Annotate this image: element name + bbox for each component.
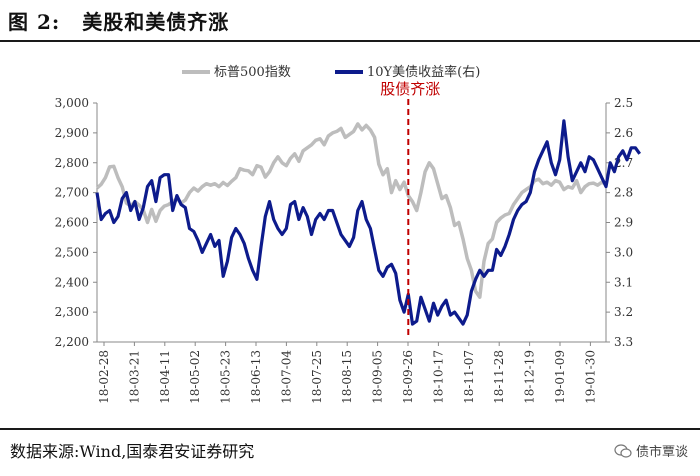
x-tick-label: 18-04-11 <box>158 350 172 404</box>
x-tick-label: 18-11-07 <box>462 350 476 404</box>
figure-title-text: 美股和美债齐涨 <box>82 10 230 34</box>
x-tick-label: 18-09-05 <box>371 350 385 404</box>
left-tick-label: 3,000 <box>55 96 89 110</box>
x-tick-label: 18-10-17 <box>431 350 445 404</box>
left-tick-label: 2,400 <box>55 275 89 289</box>
x-tick-label: 18-06-13 <box>249 350 263 404</box>
left-tick-label: 2,600 <box>55 216 89 230</box>
x-tick-label: 18-11-28 <box>492 350 506 404</box>
legend: 标普500指数 10Y美债收益率(右) <box>182 64 480 80</box>
figure-label: 图 2: <box>8 10 61 34</box>
right-tick-label: 3.1 <box>614 275 633 289</box>
wechat-icon <box>614 443 632 458</box>
left-tick-label: 2,200 <box>55 335 89 349</box>
x-tick-label: 18-03-21 <box>127 350 141 404</box>
right-tick-label: 2.6 <box>614 126 633 140</box>
watermark-text: 债市覃谈 <box>635 445 688 460</box>
legend-label-ust10y: 10Y美债收益率(右) <box>367 64 480 80</box>
x-tick-label: 19-01-09 <box>553 350 567 404</box>
right-axis: 2.52.62.72.82.93.03.13.23.3 <box>606 96 633 349</box>
top-rule <box>0 40 700 42</box>
right-tick-label: 3.2 <box>614 305 633 319</box>
right-tick-label: 2.9 <box>614 216 633 230</box>
left-tick-label: 2,700 <box>55 186 89 200</box>
legend-label-sp500: 标普500指数 <box>214 65 291 80</box>
right-tick-label: 2.8 <box>614 186 633 200</box>
left-axis: 2,200 2,300 2,400 2,500 2,600 2,700 2,800 2,900… <box>55 96 97 349</box>
series-line-ust10y <box>95 119 642 326</box>
x-tick-label: 18-12-19 <box>523 350 537 404</box>
x-tick-label: 18-07-04 <box>279 350 293 404</box>
right-tick-label: 2.5 <box>614 96 633 110</box>
left-tick-label: 2,500 <box>55 245 89 259</box>
x-tick-label: 18-09-26 <box>401 350 415 404</box>
right-tick-label: 3.3 <box>614 335 633 349</box>
left-tick-label: 2,800 <box>55 156 89 170</box>
source-note: 数据来源:Wind,国泰君安证券研究 <box>10 442 255 461</box>
watermark: 债市覃谈 <box>614 441 688 460</box>
x-tick-label: 19-01-30 <box>583 350 597 404</box>
x-axis: 18-02-28 18-03-21 18-04-11 18-05-02 18-05-23… <box>97 342 597 404</box>
annotation-label: 股债齐涨 <box>380 80 440 98</box>
x-tick-label: 18-08-15 <box>340 350 354 404</box>
left-tick-label: 2,300 <box>55 305 89 319</box>
series-layer <box>95 119 642 326</box>
x-tick-label: 18-05-23 <box>219 350 233 404</box>
right-tick-label: 3.0 <box>614 245 633 259</box>
figure-title: 图 2: 美股和美债齐涨 <box>8 6 229 35</box>
x-tick-label: 18-02-28 <box>97 350 111 404</box>
left-tick-label: 2,900 <box>55 126 89 140</box>
bottom-rule <box>0 428 700 430</box>
x-tick-label: 18-07-25 <box>310 350 324 404</box>
x-tick-label: 18-05-02 <box>188 350 202 404</box>
